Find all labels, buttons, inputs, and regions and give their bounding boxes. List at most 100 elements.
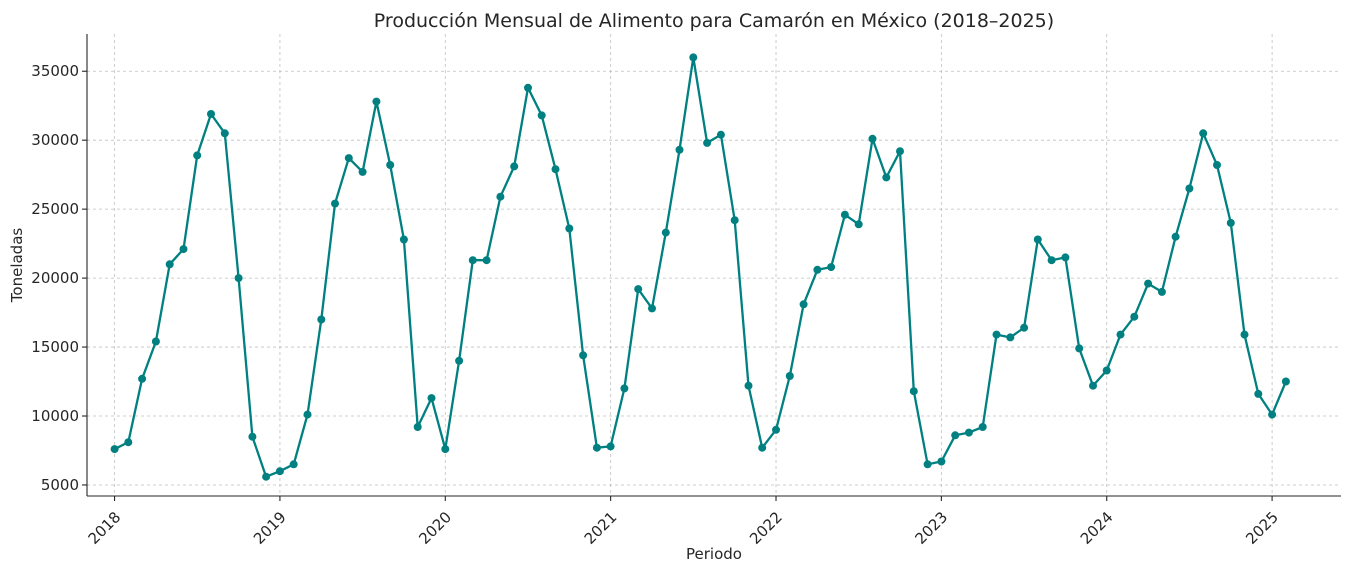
y-tick-label: 30000 bbox=[31, 131, 79, 149]
data-point bbox=[1281, 377, 1290, 386]
data-point bbox=[179, 245, 188, 254]
data-point bbox=[344, 154, 353, 163]
data-point bbox=[482, 256, 491, 265]
x-tick-label: 2019 bbox=[250, 508, 290, 548]
data-point bbox=[1061, 253, 1070, 262]
data-point bbox=[923, 460, 932, 469]
series-group bbox=[110, 53, 1290, 481]
data-point bbox=[496, 192, 505, 201]
x-tick-label: 2023 bbox=[911, 508, 951, 548]
data-point bbox=[151, 337, 160, 346]
data-point bbox=[951, 431, 960, 440]
data-point bbox=[1185, 184, 1194, 193]
data-point bbox=[358, 167, 367, 176]
x-axis-label: Periodo bbox=[686, 545, 742, 563]
data-point bbox=[124, 438, 133, 447]
data-point bbox=[964, 428, 973, 437]
data-point bbox=[565, 224, 574, 233]
data-point bbox=[827, 263, 836, 272]
data-point bbox=[840, 210, 849, 219]
data-point bbox=[730, 216, 739, 225]
data-point bbox=[1006, 333, 1015, 342]
chart-title: Producción Mensual de Alimento para Cama… bbox=[374, 10, 1054, 32]
data-point bbox=[909, 387, 918, 396]
y-axis-label: Toneladas bbox=[8, 228, 26, 304]
data-point bbox=[1268, 410, 1277, 419]
data-point bbox=[1171, 232, 1180, 241]
x-tick-label: 2018 bbox=[85, 508, 125, 548]
x-tick-label: 2022 bbox=[746, 508, 786, 548]
data-point bbox=[1020, 323, 1029, 332]
data-point bbox=[455, 356, 464, 365]
data-point bbox=[510, 162, 519, 171]
data-point bbox=[799, 300, 808, 309]
data-point bbox=[413, 423, 422, 431]
data-point bbox=[220, 129, 229, 138]
data-point bbox=[882, 173, 891, 182]
data-point bbox=[262, 472, 271, 481]
data-point bbox=[372, 97, 381, 106]
y-tick-label: 35000 bbox=[31, 62, 79, 80]
data-point bbox=[1033, 235, 1042, 244]
data-point bbox=[813, 265, 822, 274]
data-point bbox=[248, 432, 257, 441]
series-line bbox=[114, 56, 1287, 478]
data-point bbox=[868, 134, 877, 143]
data-point bbox=[537, 111, 546, 120]
x-tick-label: 2021 bbox=[581, 508, 621, 548]
data-point bbox=[331, 199, 339, 208]
data-point bbox=[524, 83, 532, 92]
grid bbox=[87, 34, 1341, 496]
data-point bbox=[854, 220, 863, 229]
data-point bbox=[138, 374, 147, 383]
data-point bbox=[427, 394, 436, 403]
data-point bbox=[703, 138, 712, 147]
data-point bbox=[606, 442, 615, 451]
y-tick-label: 25000 bbox=[31, 200, 79, 218]
data-point bbox=[193, 151, 202, 160]
data-point bbox=[234, 274, 243, 283]
x-tick-label: 2025 bbox=[1242, 508, 1282, 548]
y-tick-label: 20000 bbox=[31, 269, 79, 287]
data-point bbox=[1144, 279, 1153, 288]
axes bbox=[86, 34, 1341, 497]
data-point bbox=[1213, 161, 1221, 169]
data-point bbox=[1157, 287, 1166, 296]
data-point bbox=[1226, 218, 1235, 227]
data-point bbox=[992, 330, 1001, 339]
data-point bbox=[716, 130, 725, 139]
data-point bbox=[165, 260, 174, 269]
data-point bbox=[592, 443, 601, 452]
data-point bbox=[1089, 381, 1097, 390]
data-point bbox=[1075, 344, 1084, 353]
y-ticks: 5000 10000 15000 20000 25000 30000 35000 bbox=[31, 62, 87, 494]
data-point bbox=[661, 228, 670, 237]
data-point bbox=[648, 304, 656, 313]
data-point bbox=[1199, 129, 1208, 138]
data-point bbox=[1047, 256, 1056, 265]
data-point bbox=[675, 145, 684, 154]
data-point bbox=[1102, 366, 1111, 375]
y-tick-label: 5000 bbox=[41, 476, 79, 494]
data-point bbox=[386, 161, 395, 169]
data-point bbox=[289, 460, 298, 469]
data-point bbox=[1254, 389, 1263, 398]
data-point bbox=[634, 285, 643, 294]
data-point bbox=[620, 384, 629, 393]
data-point bbox=[978, 423, 987, 431]
data-point bbox=[896, 147, 904, 156]
y-tick-label: 15000 bbox=[31, 338, 79, 356]
data-point bbox=[441, 445, 450, 454]
data-point bbox=[399, 235, 408, 244]
y-tick-label: 10000 bbox=[31, 407, 79, 425]
data-point bbox=[785, 372, 794, 380]
data-point bbox=[303, 410, 312, 419]
x-tick-label: 2020 bbox=[415, 508, 455, 548]
data-point bbox=[579, 351, 588, 360]
data-point bbox=[275, 467, 284, 476]
data-point bbox=[1130, 312, 1139, 321]
data-point bbox=[551, 165, 560, 174]
data-point bbox=[772, 425, 780, 434]
data-point bbox=[758, 443, 767, 452]
